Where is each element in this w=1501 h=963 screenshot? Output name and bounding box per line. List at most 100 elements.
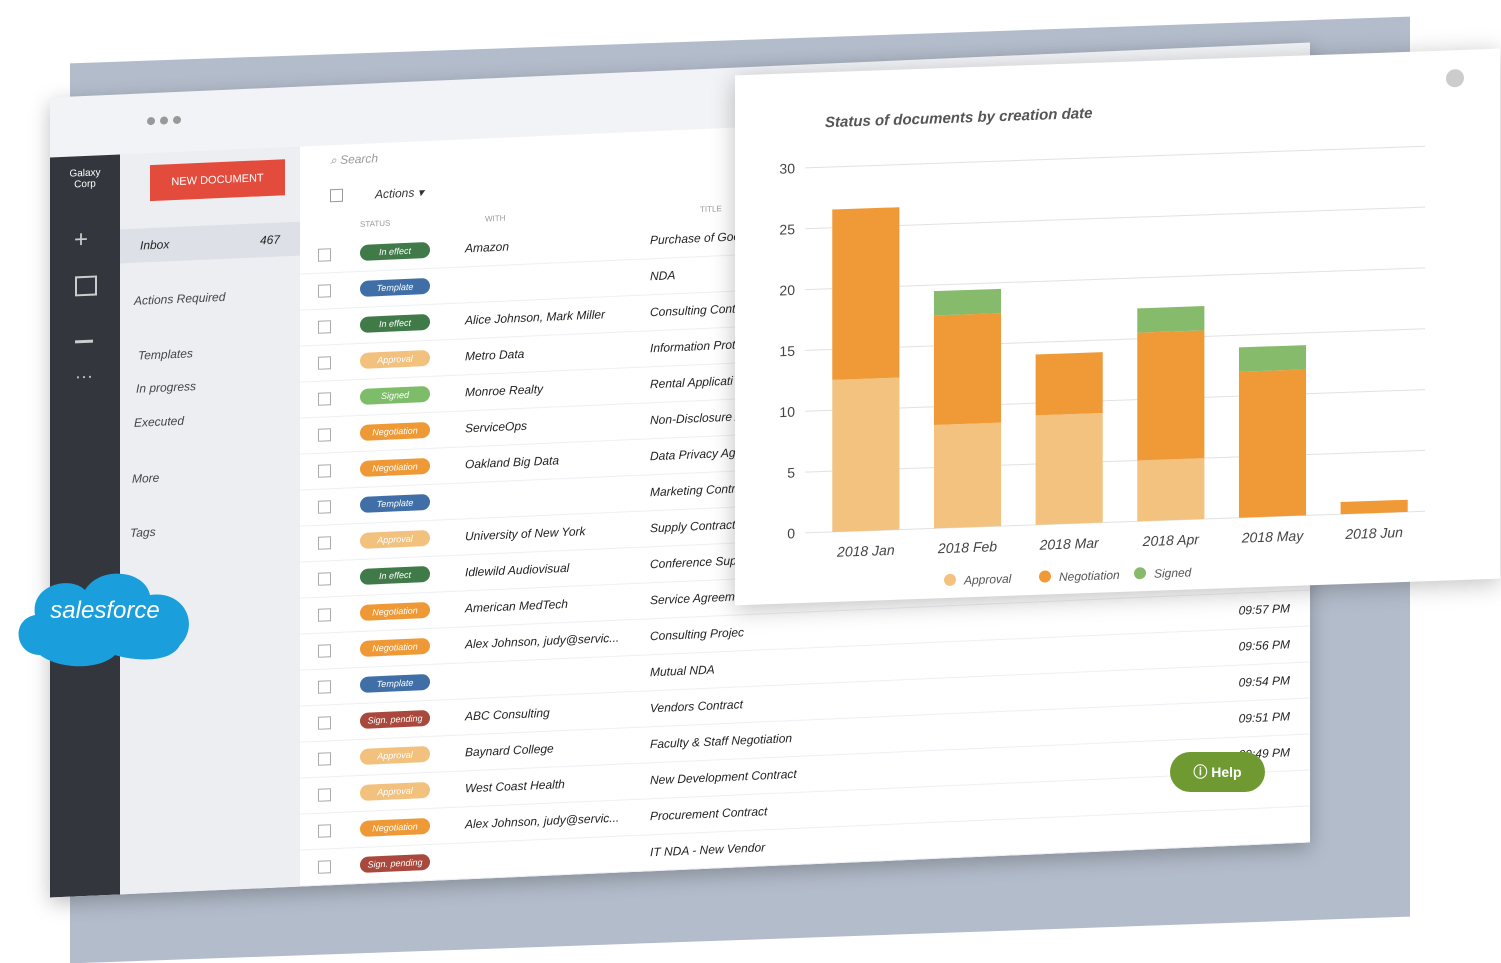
status-pill: In effect [360, 241, 430, 261]
row-checkbox[interactable] [318, 752, 331, 766]
y-tick-label: 15 [779, 343, 795, 360]
status-pill: Negotiation [360, 637, 430, 657]
row-checkbox[interactable] [318, 356, 331, 370]
nav-item[interactable]: Templates [138, 346, 193, 363]
row-checkbox[interactable] [318, 680, 331, 694]
row-checkbox[interactable] [318, 824, 331, 838]
bar-segment [1238, 345, 1307, 372]
inbox-icon[interactable] [75, 275, 97, 297]
title-cell: New Development Contract [650, 766, 797, 788]
bar-segment [1137, 306, 1205, 333]
grid-line [805, 449, 1425, 473]
search-field[interactable]: ⌕ Search [330, 151, 379, 168]
row-checkbox[interactable] [318, 320, 331, 334]
row-checkbox[interactable] [318, 572, 331, 586]
title-cell: Procurement Contract [650, 804, 768, 824]
help-button[interactable]: ⓘ Help [1170, 752, 1265, 792]
column-header: STATUS [360, 218, 391, 229]
status-pill: Sign. pending [360, 709, 430, 729]
grid-line [805, 328, 1425, 351]
status-pill: Negotiation [360, 817, 430, 837]
actions-menu[interactable]: Actions ▾ [375, 185, 424, 202]
title-cell: Supply Contract [650, 517, 736, 536]
bar-segment [1137, 458, 1205, 522]
row-checkbox[interactable] [318, 392, 331, 406]
new-document-button[interactable]: NEW DOCUMENT [150, 159, 285, 202]
y-tick-label: 25 [779, 221, 795, 238]
status-pill: Template [360, 673, 430, 693]
chart-title: Status of documents by creation date [825, 105, 1092, 131]
inbox-count: 467 [259, 232, 280, 248]
inbox-item[interactable]: Inbox 467 [120, 221, 300, 264]
with-cell: Amazon [465, 239, 510, 256]
inbox-label: Inbox [140, 237, 170, 253]
row-checkbox[interactable] [318, 500, 331, 514]
chart: Status of documents by creation date 0 5 1… [779, 69, 1464, 587]
grid-line [805, 389, 1425, 412]
nav-panel: NEW DOCUMENT Inbox 467 Actions Required T… [120, 146, 300, 895]
bar-segment [1340, 499, 1408, 515]
more-icon[interactable]: ··· [75, 365, 93, 387]
with-cell: Idlewild Audiovisual [465, 560, 570, 580]
title-cell: Rental Applicati [650, 373, 733, 392]
status-pill: Approval [360, 529, 430, 549]
status-pill: Approval [360, 781, 430, 801]
brand: salesforce [50, 597, 159, 624]
with-cell: West Coast Health [465, 777, 565, 796]
legend-swatch [1134, 567, 1146, 580]
time-cell: 09:54 PM [1238, 673, 1290, 690]
row-checkbox[interactable] [318, 788, 331, 802]
row-checkbox[interactable] [318, 536, 331, 550]
nav-item[interactable]: Tags [130, 524, 156, 541]
row-checkbox[interactable] [318, 608, 331, 622]
x-tick-label: 2018 Mar [1039, 535, 1100, 553]
select-all[interactable] [330, 188, 343, 203]
row-checkbox[interactable] [318, 248, 331, 262]
grid-line [805, 206, 1425, 230]
row-checkbox[interactable] [318, 860, 331, 874]
title-cell: Service Agreemen [650, 589, 749, 608]
title-cell: Marketing Contra [650, 481, 743, 500]
app-window: Galaxy Corp + ··· NEW DOCUMENT Inbox 467… [50, 42, 1310, 898]
with-cell: Monroe Realty [465, 381, 544, 400]
chart-icon[interactable] [75, 325, 93, 344]
status-pill: Template [360, 493, 430, 513]
sidebar: Galaxy Corp + ··· [50, 154, 120, 898]
legend-label: Signed [1154, 565, 1192, 580]
x-tick-label: 2018 Apr [1142, 531, 1201, 549]
nav-item[interactable]: Actions Required [134, 289, 226, 308]
row-checkbox[interactable] [318, 464, 331, 478]
time-cell: 09:51 PM [1238, 709, 1290, 726]
status-pill: Sign. pending [360, 853, 430, 873]
with-cell: ABC Consulting [465, 705, 550, 724]
y-tick-label: 20 [779, 282, 795, 299]
with-cell: University of New York [465, 524, 586, 544]
title-cell: Conference Supp [650, 553, 744, 572]
row-checkbox[interactable] [318, 284, 331, 298]
row-checkbox[interactable] [318, 644, 331, 658]
status-pill: In effect [360, 565, 430, 585]
column-header: TITLE [700, 204, 722, 215]
nav-item[interactable]: In progress [136, 379, 197, 396]
row-checkbox[interactable] [318, 716, 331, 730]
title-cell: Mutual NDA [650, 662, 715, 680]
title-cell: Consulting Projec [650, 625, 745, 644]
time-cell: 09:57 PM [1238, 601, 1290, 618]
row-checkbox[interactable] [318, 428, 331, 442]
nav-item[interactable]: More [132, 470, 160, 486]
with-cell: Baynard College [465, 741, 554, 760]
title-cell: Vendors Contract [650, 697, 743, 716]
x-tick-label: 2018 May [1241, 527, 1304, 545]
bar-segment [1035, 413, 1103, 525]
add-icon[interactable]: + [74, 225, 89, 254]
status-pill: In effect [360, 313, 430, 333]
bar-segment [832, 377, 900, 532]
actions-label: Actions [375, 185, 415, 202]
with-cell: Alice Johnson, Mark Miller [465, 307, 606, 328]
x-tick-label: 2018 Jan [836, 542, 895, 560]
help-icon[interactable] [1446, 69, 1464, 88]
nav-item[interactable]: Executed [134, 413, 185, 430]
title-cell: Faculty & Staff Negotiation [650, 731, 793, 752]
y-tick-label: 5 [787, 464, 795, 480]
